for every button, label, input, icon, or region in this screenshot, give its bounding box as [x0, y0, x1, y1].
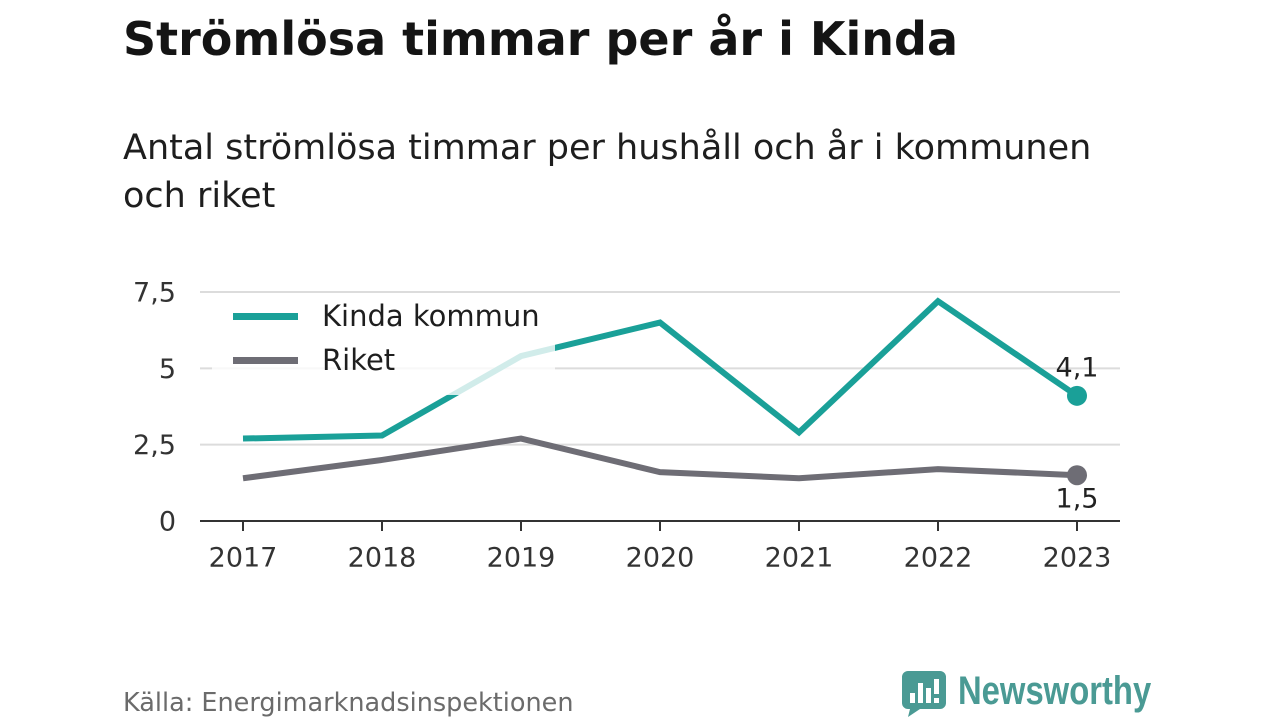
series-line-kinda-kommun [242, 297, 1079, 442]
data-label-riket: 1,5 [1056, 484, 1099, 515]
brand-name: Newsworthy [958, 669, 1152, 713]
source-note: Källa: Energimarknadsinspektionen [123, 688, 574, 718]
y-tick-label: 5 [159, 354, 176, 385]
x-tick-label: 2017 [209, 543, 278, 574]
y-tick-label: 0 [159, 507, 176, 538]
legend-label: Kinda kommun [322, 299, 540, 333]
legend-swatch [233, 312, 298, 320]
legend-swatch [233, 356, 298, 364]
x-tick-label: 2021 [765, 543, 834, 574]
x-tick-label: 2022 [904, 543, 973, 574]
chart-title: Strömlösa timmar per år i Kinda [123, 12, 958, 66]
legend-item-kinda-kommun: Kinda kommun [212, 296, 555, 336]
chart-subtitle: Antal strömlösa timmar per hushåll och å… [123, 128, 1092, 216]
x-tick-label: 2018 [348, 543, 417, 574]
legend-item-riket: Riket [212, 340, 555, 380]
newsworthy-logo-icon [902, 671, 946, 717]
legend-label: Riket [322, 343, 396, 377]
x-tick-label: 2020 [626, 543, 695, 574]
end-point-marker-riket [1067, 465, 1087, 486]
end-point-marker-kinda-kommun [1067, 385, 1087, 406]
series-line-riket [242, 435, 1078, 482]
y-tick-label: 7,5 [133, 278, 176, 309]
data-label-kinda-kommun: 4,1 [1056, 352, 1099, 383]
brand-logo: Newsworthy [902, 671, 1162, 717]
y-tick-label: 2,5 [133, 430, 176, 461]
legend: Kinda kommun Riket [212, 294, 555, 395]
x-tick-label: 2023 [1043, 543, 1112, 574]
x-tick-label: 2019 [487, 543, 556, 574]
